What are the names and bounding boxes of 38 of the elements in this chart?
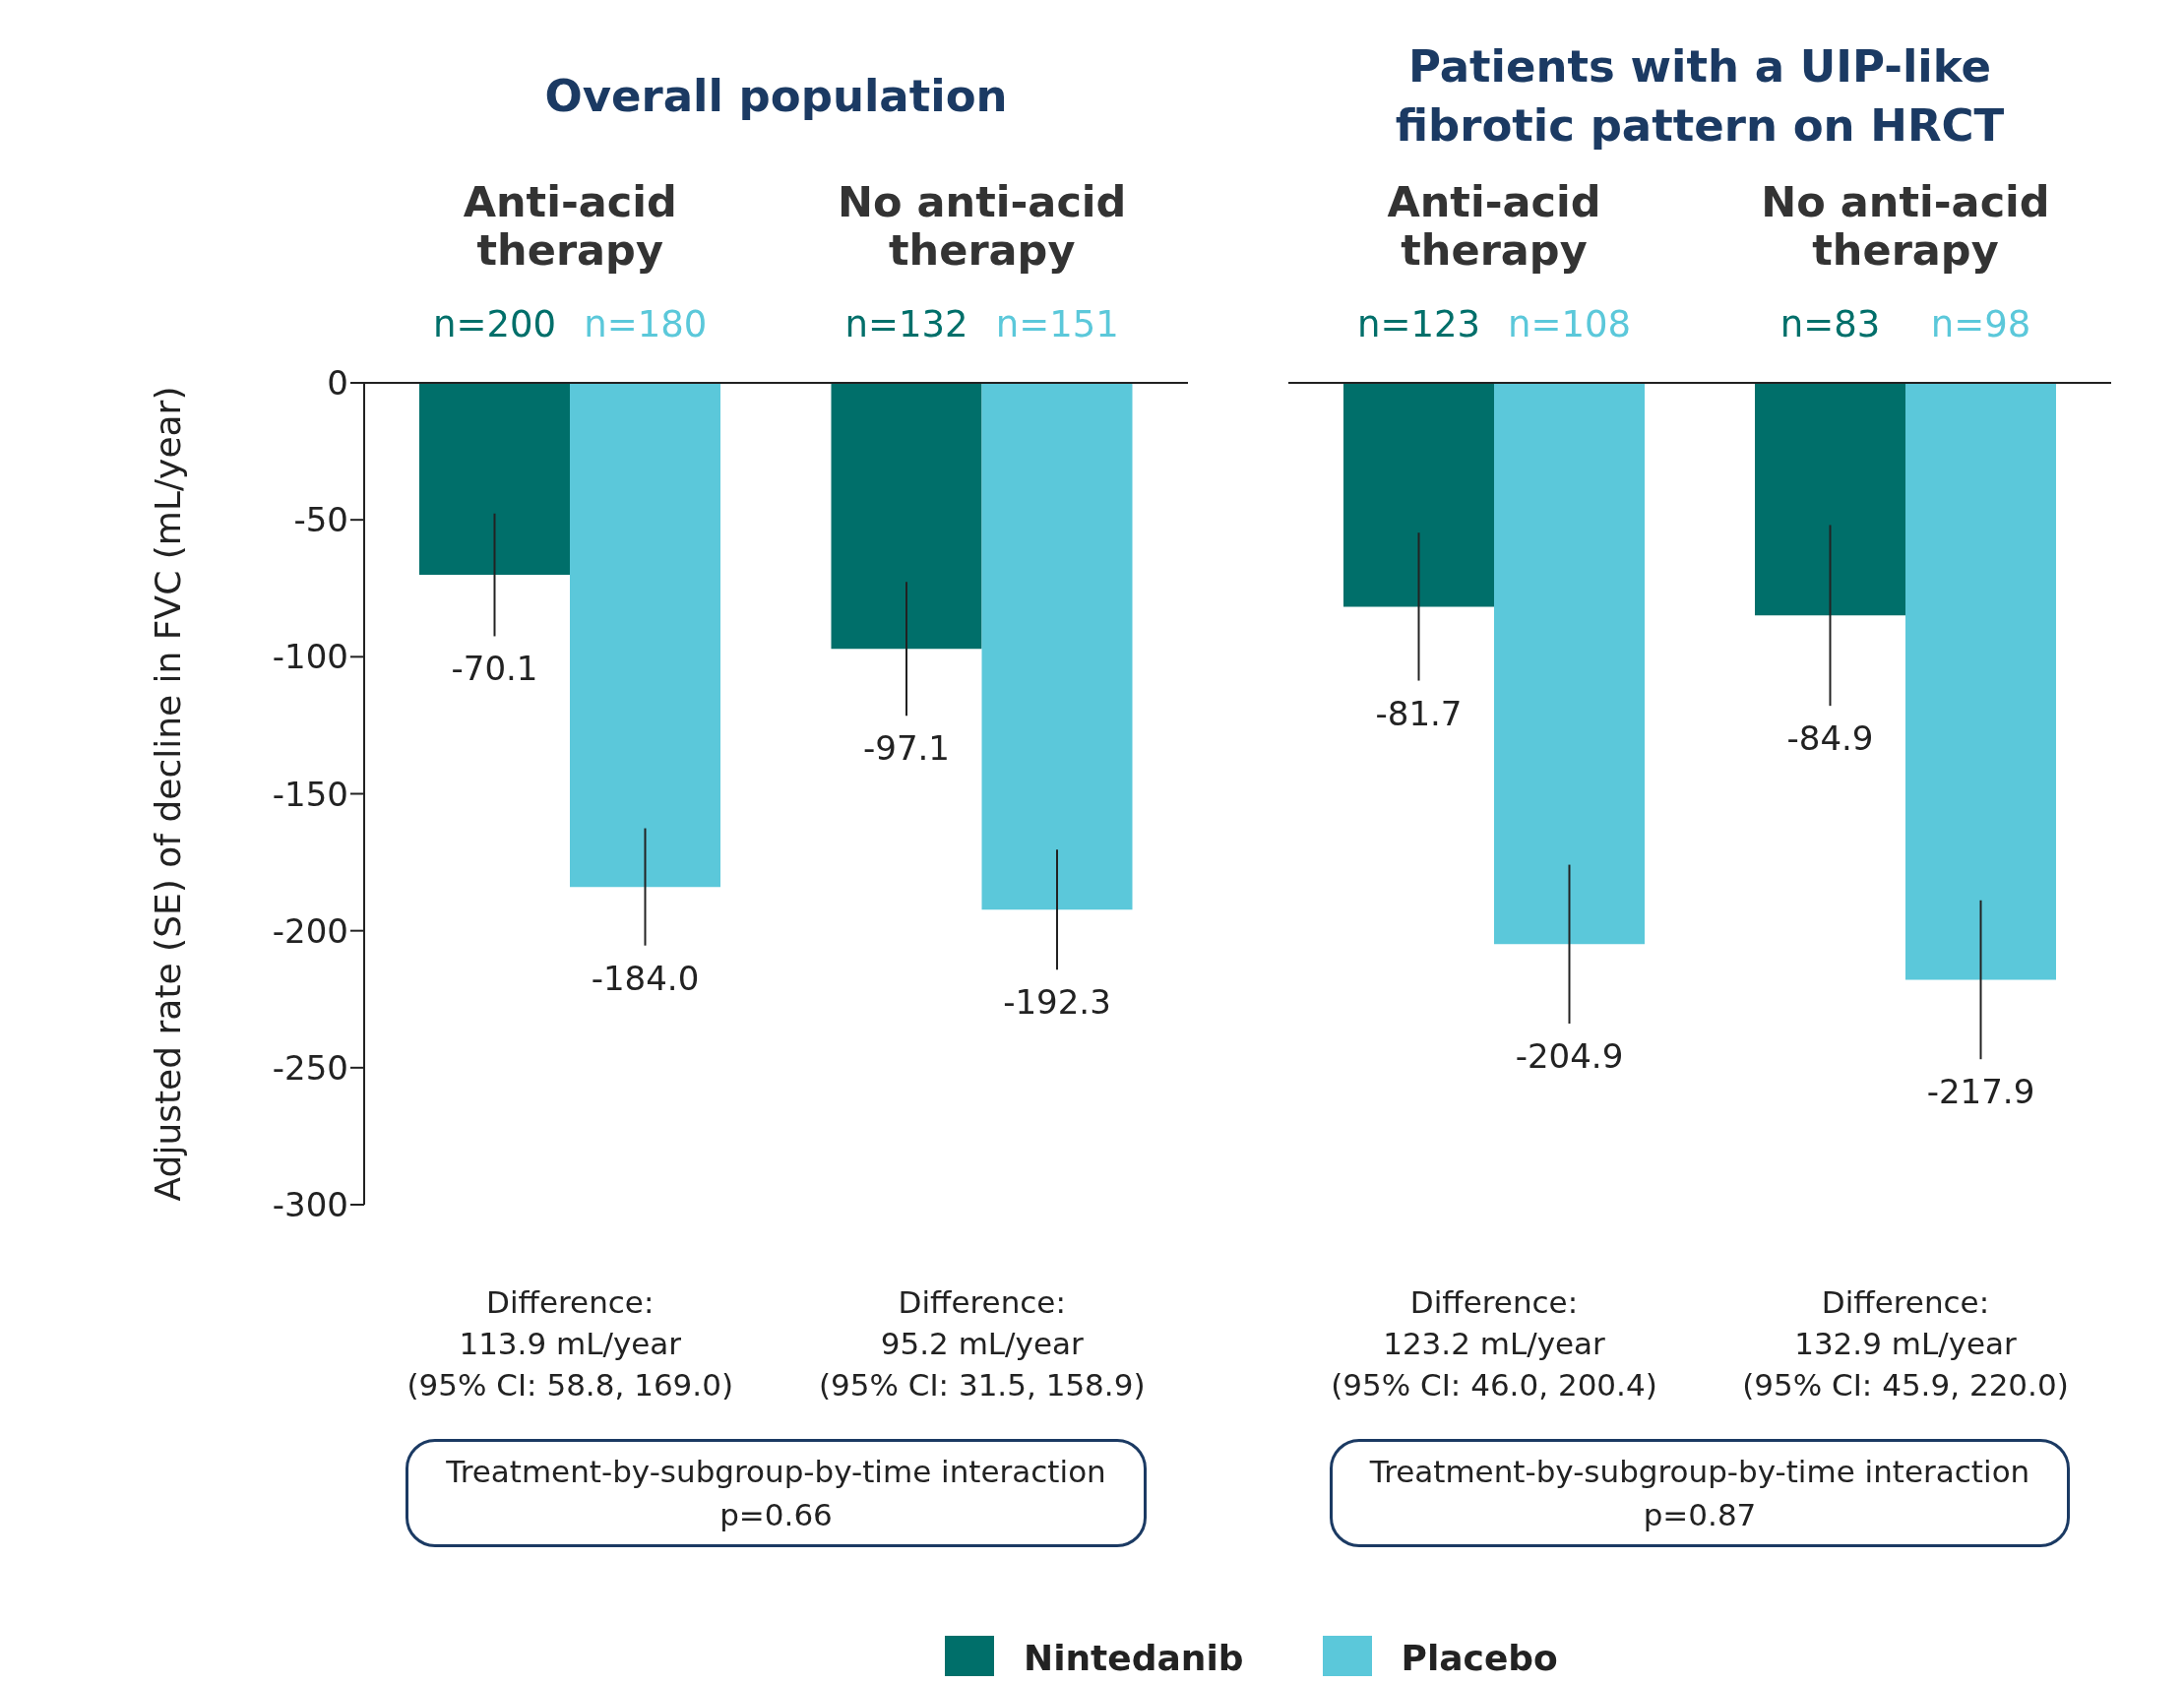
text: n=83 bbox=[1778, 303, 1882, 345]
y-tick-label: -50 bbox=[293, 500, 348, 540]
text: n=180 bbox=[584, 303, 708, 345]
text: n=108 bbox=[1507, 303, 1632, 345]
chart-title: Overall population bbox=[543, 69, 1009, 124]
legend-label: Nintedanib bbox=[1023, 1636, 1244, 1678]
y-tick-label: -250 bbox=[272, 1047, 348, 1088]
legend-label: Placebo bbox=[1400, 1636, 1558, 1678]
text: n=200 bbox=[433, 303, 557, 345]
x-tick-label: Anti-acid therapy bbox=[463, 177, 677, 275]
y-tick-label: -200 bbox=[272, 910, 348, 951]
data-label: -184.0 bbox=[591, 958, 700, 998]
data-label: -70.1 bbox=[451, 649, 538, 689]
y-tick-label: -300 bbox=[272, 1185, 348, 1225]
data-label: -204.9 bbox=[1515, 1036, 1624, 1077]
chart-title: Patients with a UIP-like fibrotic pattern on HRCT bbox=[1394, 39, 2006, 154]
data-label: -97.1 bbox=[863, 728, 950, 769]
text: Difference: 132.9 mL/year (95% CI: 45.9, 220.0) bbox=[1741, 1283, 2070, 1404]
y-tick-label: 0 bbox=[327, 363, 348, 404]
text: Treatment-by-subgroup-by-time interaction p=0.87 bbox=[1368, 1453, 2031, 1534]
x-tick-label: No anti-acid therapy bbox=[1761, 177, 2050, 275]
text: Difference: 95.2 mL/year (95% CI: 31.5, 158.9) bbox=[818, 1283, 1147, 1404]
x-tick-label: No anti-acid therapy bbox=[838, 177, 1127, 275]
data-label: -81.7 bbox=[1375, 693, 1463, 733]
y-tick-label: -150 bbox=[272, 774, 348, 814]
y-tick-label: -100 bbox=[272, 637, 348, 677]
text: n=132 bbox=[844, 303, 968, 345]
text: n=123 bbox=[1356, 303, 1481, 345]
x-tick-label: Anti-acid therapy bbox=[1387, 177, 1601, 275]
text: n=151 bbox=[995, 303, 1119, 345]
text: n=98 bbox=[1929, 303, 2032, 345]
text: Treatment-by-subgroup-by-time interaction p=0.66 bbox=[445, 1453, 1107, 1534]
data-label: -84.9 bbox=[1786, 718, 1874, 759]
data-label: -217.9 bbox=[1926, 1072, 2035, 1112]
text: Difference: 113.9 mL/year (95% CI: 58.8, 169.0) bbox=[406, 1283, 734, 1404]
data-label: -192.3 bbox=[1003, 982, 1111, 1023]
y-axis-title: Adjusted rate (SE) of decline in FVC (mL/year) bbox=[147, 386, 188, 1202]
text: Difference: 123.2 mL/year (95% CI: 46.0, 200.4) bbox=[1330, 1283, 1658, 1404]
